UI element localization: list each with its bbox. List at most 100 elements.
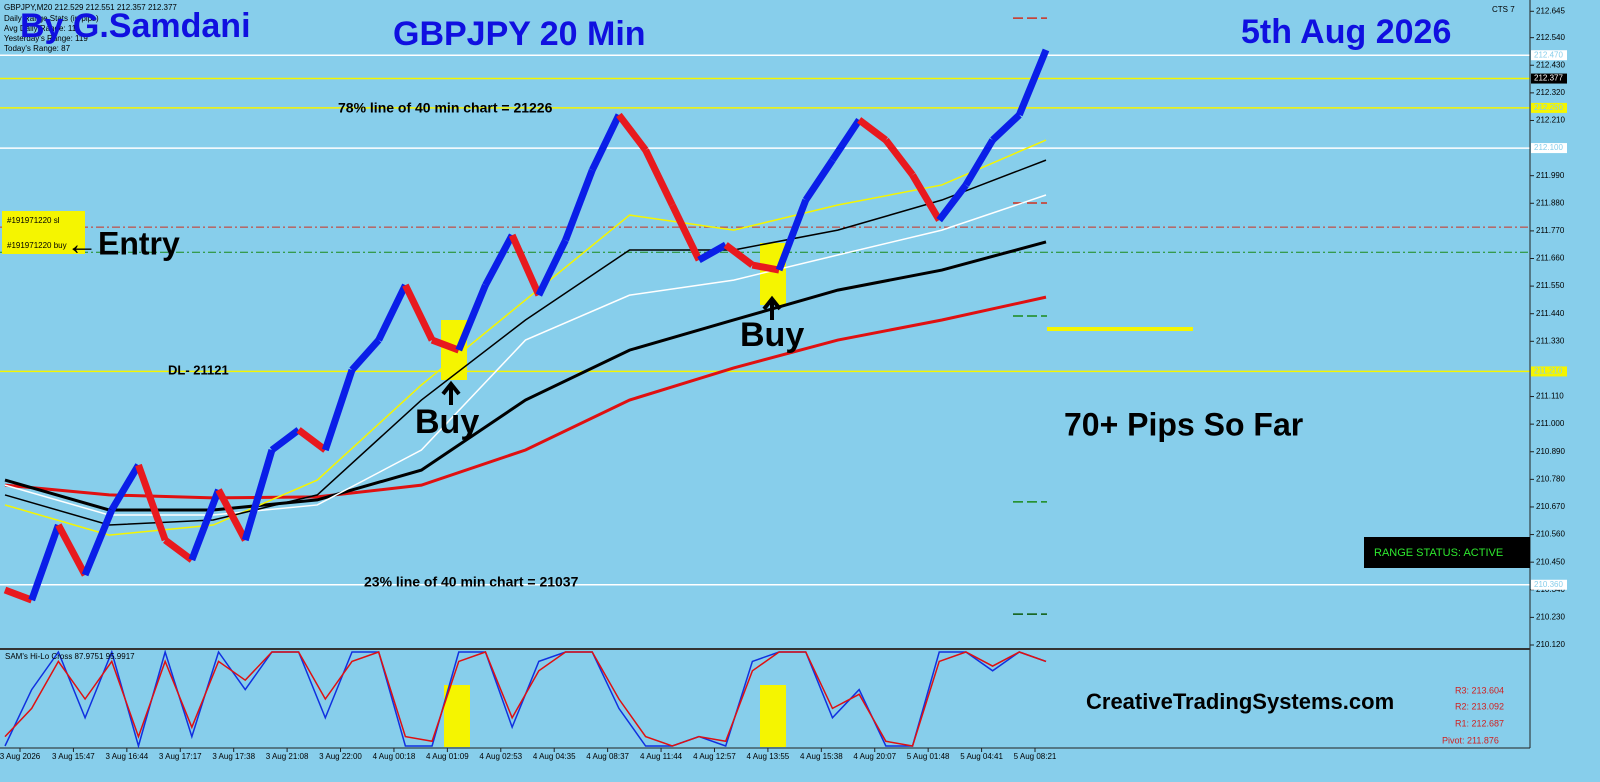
price-swing	[28, 523, 62, 602]
price-swing	[3, 586, 33, 604]
buy-label: Buy	[415, 403, 479, 441]
y-tick-label: 210.670	[1536, 502, 1565, 511]
buy-arrow	[441, 380, 461, 405]
x-tick-label: 4 Aug 00:18	[373, 752, 416, 761]
level-box	[1531, 366, 1567, 377]
status-box	[1364, 537, 1530, 568]
x-tick-label: 4 Aug 12:57	[693, 752, 736, 761]
y-tick-label: 210.450	[1536, 557, 1565, 566]
price-swing	[990, 112, 1022, 143]
price-swing	[349, 337, 382, 373]
entry-label: ←Entry	[66, 225, 180, 261]
price-swing	[508, 233, 543, 297]
price-swing	[1016, 48, 1050, 117]
annotation: 70+ Pips So Far	[1064, 406, 1303, 442]
x-tick-label: 3 Aug 22:00	[319, 752, 362, 761]
price-swing	[55, 523, 89, 577]
level-box	[1531, 50, 1567, 61]
oscillator-label: SAM's Hi-Lo Cross 87.9751 95.9917	[5, 652, 135, 661]
price-swing	[375, 283, 409, 342]
price-swing	[589, 113, 623, 172]
author: By G.Samdani	[20, 7, 251, 45]
annotation: 78% line of 40 min chart = 21226	[338, 100, 553, 116]
indicator-tag: CTS 7	[1492, 5, 1515, 14]
y-tick-label: 212.320	[1536, 88, 1565, 97]
y-tick-label: 211.990	[1536, 171, 1565, 180]
stats: Today's Range: 87	[4, 44, 71, 53]
price-swing	[455, 283, 489, 352]
price-swing	[936, 182, 969, 223]
price-swing	[562, 168, 596, 242]
y-tick-label: 210.890	[1536, 447, 1565, 456]
pivot-label: R2: 213.092	[1455, 701, 1504, 711]
price-swing	[163, 537, 194, 563]
y-tick-label: 210.780	[1536, 474, 1565, 483]
price-swing	[962, 138, 996, 187]
x-tick-label: 3 Aug 21:08	[266, 752, 309, 761]
price-swing	[883, 137, 916, 178]
level-label: 212.260	[1534, 103, 1563, 112]
stats: Yesterday's Range: 119	[4, 34, 88, 43]
level-label: 212.377	[1534, 74, 1563, 83]
x-tick-label: 3 Aug 2026	[0, 752, 41, 761]
y-tick-label: 210.560	[1536, 530, 1565, 539]
x-tick-label: 4 Aug 01:09	[426, 752, 469, 761]
x-tick-label: 3 Aug 15:47	[52, 752, 95, 761]
price-swing	[215, 488, 249, 542]
price-swing	[482, 233, 516, 287]
moving-average	[4, 240, 1047, 512]
level-label: 210.360	[1534, 580, 1563, 589]
level-box	[1531, 102, 1567, 113]
pivot-label: R3: 213.604	[1455, 685, 1504, 695]
price-swing	[775, 198, 810, 272]
y-tick-label: 212.540	[1536, 33, 1565, 42]
x-tick-label: 5 Aug 01:48	[907, 752, 950, 761]
plot	[0, 17, 1530, 615]
y-tick-label: 211.660	[1536, 254, 1565, 263]
moving-average	[4, 139, 1047, 536]
price-swing	[829, 118, 863, 163]
price-swing	[269, 427, 301, 453]
level-box	[1531, 143, 1567, 154]
level-box	[1531, 73, 1567, 84]
x-tick-label: 4 Aug 02:53	[479, 752, 522, 761]
osc-highlight	[444, 685, 470, 747]
y-tick-label: 210.230	[1536, 612, 1565, 621]
pivot-label: R1: 212.687	[1455, 718, 1504, 728]
x-tick-label: 4 Aug 11:44	[640, 752, 683, 761]
price-swing	[857, 117, 888, 143]
price-swing	[321, 368, 356, 452]
buy-highlight	[760, 243, 786, 305]
symbol-line: GBPJPY,M20 212.529 212.551 212.357 212.3…	[4, 3, 177, 12]
price-swing	[535, 238, 569, 297]
x-tick-label: 5 Aug 08:21	[1014, 752, 1057, 761]
y-tick-label: 212.210	[1536, 116, 1565, 125]
moving-average	[4, 194, 1047, 516]
level-box	[1531, 579, 1567, 590]
moving-average	[4, 295, 1047, 500]
order-box	[2, 211, 85, 254]
buy-arrow	[762, 295, 782, 320]
x-tick-label: 5 Aug 04:41	[960, 752, 1003, 761]
price-swing	[697, 241, 728, 264]
x-tick-label: 3 Aug 17:38	[212, 752, 255, 761]
pivot-label: Pivot: 211.876	[1442, 735, 1499, 745]
y-tick-label: 210.120	[1536, 640, 1565, 649]
range-status: RANGE STATUS: ACTIVE	[1374, 547, 1503, 559]
price-swing	[430, 336, 461, 354]
level-label: 211.210	[1534, 367, 1563, 376]
price-swing	[723, 242, 755, 268]
x-tick-label: 4 Aug 13:55	[747, 752, 790, 761]
y-tick-label: 211.110	[1536, 392, 1564, 401]
price-swing	[241, 448, 276, 542]
y-tick-label: 211.880	[1536, 198, 1565, 207]
annotation: DL- 21121	[168, 362, 229, 377]
x-tick-label: 3 Aug 16:44	[105, 752, 148, 761]
osc-highlight	[760, 685, 786, 747]
oscillator-line	[4, 651, 1047, 747]
y-tick-label: 212.430	[1536, 60, 1565, 69]
price-swing	[909, 173, 943, 222]
order-label: #191971220 sl	[7, 216, 60, 225]
